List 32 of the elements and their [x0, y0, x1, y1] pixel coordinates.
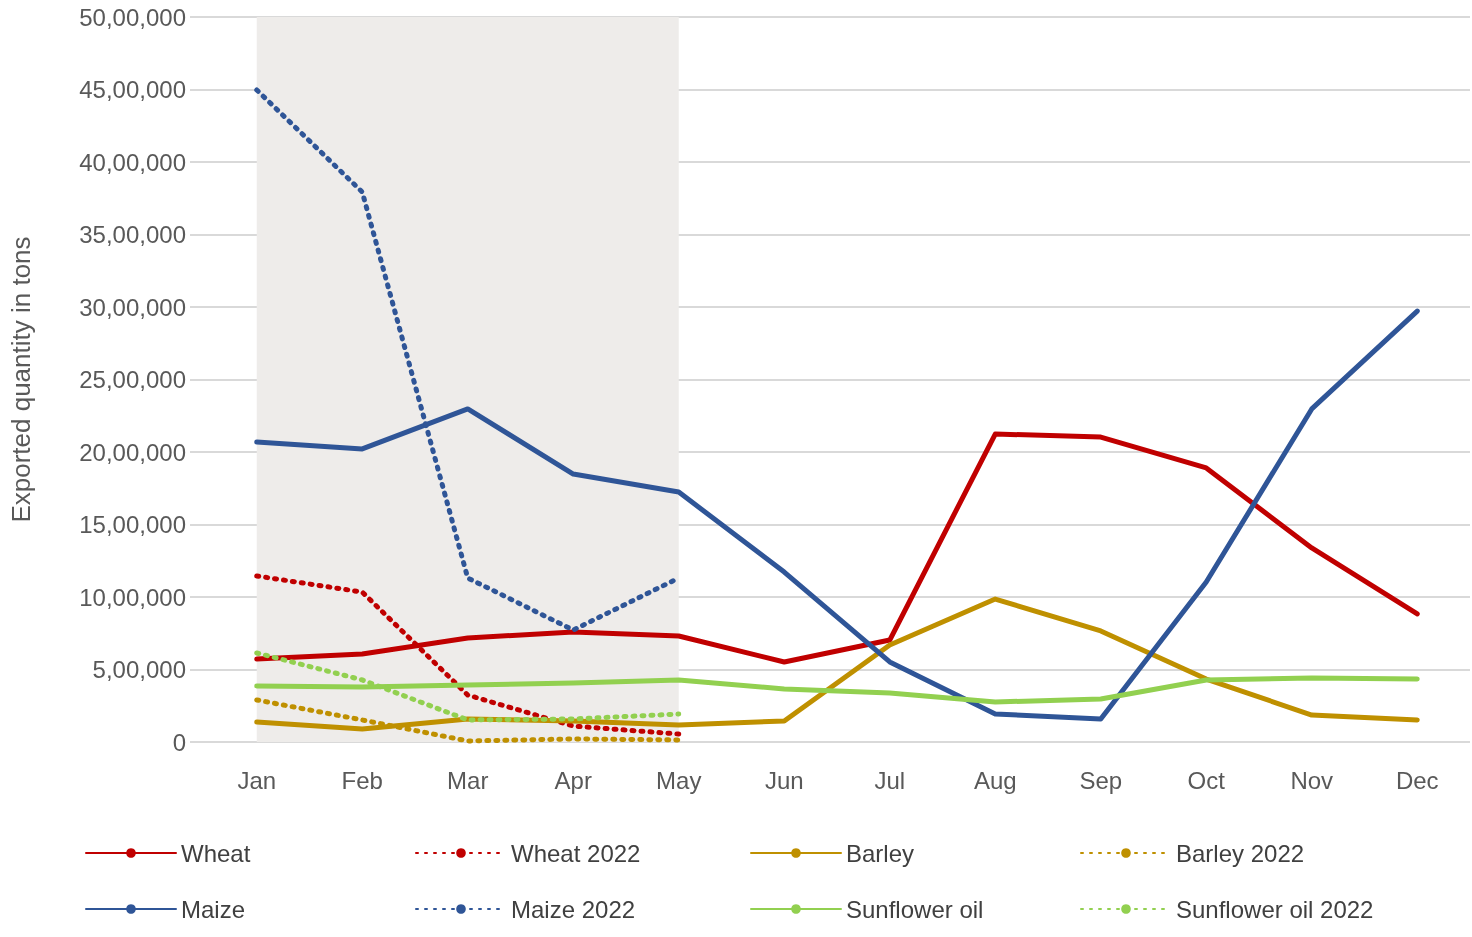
x-tick-label: Oct	[1187, 766, 1226, 794]
legend-label: Barley	[846, 839, 915, 867]
x-tick-label: Mar	[447, 766, 489, 794]
y-tick-label: 25,00,000	[79, 366, 186, 393]
y-tick-label: 5,00,000	[92, 656, 186, 683]
legend-label: Maize 2022	[511, 895, 636, 923]
x-tick-label: Feb	[341, 766, 383, 794]
x-tick-label: Sep	[1079, 766, 1123, 794]
y-tick-label: 30,00,000	[79, 293, 186, 321]
x-tick-label: Dec	[1395, 766, 1439, 794]
legend-label: Sunflower oil 2022	[1176, 895, 1374, 923]
x-tick-label: Apr	[554, 766, 592, 794]
y-tick-label: 20,00,000	[79, 438, 186, 466]
x-tick-label: Jan	[237, 766, 277, 794]
legend-label: Sunflower oil	[846, 895, 984, 923]
x-tick-label: Aug	[973, 766, 1017, 794]
y-tick-label: 0	[172, 728, 186, 756]
y-tick-label: 35,00,000	[79, 221, 186, 248]
y-tick-label: 40,00,000	[79, 148, 186, 176]
legend-label: Wheat 2022	[511, 839, 641, 867]
x-tick-label: Jul	[874, 766, 906, 794]
y-tick-label: 45,00,000	[79, 76, 186, 103]
x-tick-label: Nov	[1290, 766, 1334, 794]
y-axis-title: Exported quantity in tons	[6, 236, 36, 523]
legend-label: Barley 2022	[1176, 839, 1305, 867]
y-tick-label: 50,00,000	[79, 3, 186, 31]
legend-label: Wheat	[181, 839, 251, 867]
x-tick-label: Jun	[764, 766, 804, 794]
x-tick-label: May	[656, 766, 702, 794]
legend-label: Maize	[181, 895, 246, 923]
y-tick-label: 10,00,000	[79, 583, 186, 611]
y-tick-label: 15,00,000	[79, 511, 186, 538]
